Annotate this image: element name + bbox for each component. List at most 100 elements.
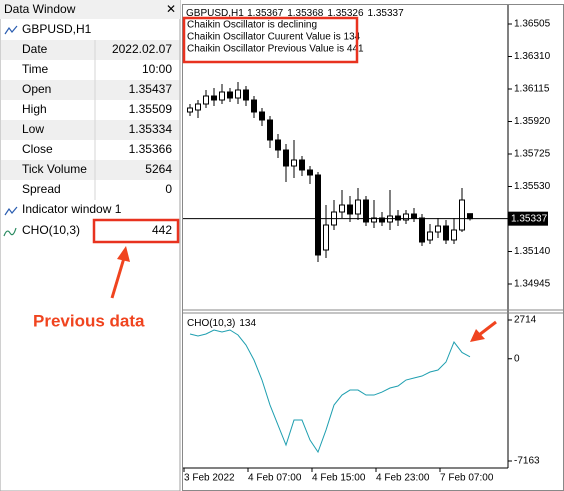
- x-tick-label: 7 Feb 07:00: [440, 473, 494, 484]
- indicator-window-row: Indicator window 1: [4, 202, 122, 216]
- candle-body: [411, 213, 417, 219]
- comment-line: Chaikin Oscillator Previous Value is 441: [187, 44, 364, 55]
- header-part: 1.35368: [287, 8, 324, 19]
- candle-body: [275, 139, 281, 151]
- row-value: 1.35509: [129, 102, 173, 116]
- candle-body: [443, 225, 449, 241]
- candle-body: [451, 229, 457, 241]
- pane-header: CHO(10,3) 134: [187, 318, 256, 329]
- y-tick-label: 2714: [514, 315, 537, 326]
- row-background: [1, 100, 179, 120]
- row-value: 10:00: [142, 62, 172, 76]
- header-part: 1.35337: [368, 8, 405, 19]
- y-tick-label: 1.36310: [514, 51, 551, 62]
- x-tick-label: 4 Feb 07:00: [248, 473, 302, 484]
- indicator-window-label: Indicator window 1: [22, 202, 122, 216]
- indicator-value: 442: [152, 223, 172, 237]
- header-part: GBPUSD,H1: [186, 8, 244, 19]
- arrow-shaft: [478, 320, 497, 337]
- y-tick-label: 1.36505: [514, 19, 551, 30]
- row-background: [1, 120, 179, 140]
- y-tick-label: 1.35725: [514, 149, 551, 160]
- row-value: 2022.02.07: [112, 42, 172, 56]
- y-tick-label: 1.35530: [514, 181, 551, 192]
- annotation-arrow: [110, 246, 130, 299]
- row-background: [1, 160, 179, 180]
- symbol-label: GBPUSD,H1: [22, 22, 92, 36]
- price-marker: [508, 211, 548, 226]
- arrow-head: [470, 329, 485, 342]
- y-tick-label: 1.36115: [514, 84, 550, 95]
- symbol-row: GBPUSD,H1: [4, 22, 92, 36]
- candle-body: [323, 224, 329, 251]
- oscillator-line: [189, 329, 471, 454]
- arrow-head: [117, 246, 130, 262]
- row-background: [1, 60, 179, 80]
- candle-body: [219, 91, 225, 101]
- candle-body: [467, 213, 473, 220]
- y-tick-label: -7163: [514, 456, 540, 467]
- candle-body: [291, 159, 297, 167]
- indicator-window-icon: [4, 206, 18, 216]
- candle-body: [267, 119, 273, 141]
- row-value: 1.35334: [129, 122, 173, 136]
- highlight-box: [92, 218, 180, 244]
- row-value: 1.35366: [129, 142, 173, 156]
- candle-body: [315, 174, 321, 256]
- row-label: Open: [22, 82, 51, 96]
- row-background: [1, 140, 179, 160]
- indicator-name: CHO(10,3): [22, 223, 80, 237]
- candle-body: [203, 95, 209, 105]
- row-value: 1.35437: [129, 82, 173, 96]
- indicator-icon: [3, 227, 17, 237]
- row-label: Low: [22, 122, 44, 136]
- row-label: Tick Volume: [22, 162, 87, 176]
- candle-body: [307, 169, 313, 176]
- candle-body: [355, 199, 361, 215]
- candle-body: [379, 217, 385, 223]
- candle-body: [363, 199, 369, 223]
- candle-body: [259, 111, 265, 121]
- candle-body: [187, 107, 193, 113]
- y-tick-label: 0: [514, 353, 520, 364]
- header-part: 1.35367: [247, 8, 284, 19]
- annotation: Previous data: [33, 311, 145, 330]
- candle-body: [251, 99, 257, 113]
- row-background: [1, 80, 179, 100]
- candle-body: [195, 103, 201, 111]
- candle-body: [211, 95, 217, 101]
- candle-body: [243, 89, 249, 101]
- charts: GBPUSD,H1 1.35367 1.35368 1.35326 1.35337 Cha…: [183, 8, 551, 484]
- symbol-icon: [4, 25, 18, 35]
- close-button[interactable]: ✕: [166, 2, 176, 16]
- candle-body: [227, 91, 233, 99]
- row-label: Date: [22, 42, 48, 56]
- price-marker-label: 1.35337: [511, 213, 548, 224]
- candle-body: [459, 199, 465, 231]
- candle-body: [403, 213, 409, 221]
- candle-body: [435, 225, 441, 233]
- pane-arrow: [470, 320, 497, 342]
- candle-body: [339, 204, 345, 213]
- y-tick-label: 1.34945: [514, 279, 551, 290]
- candle-body: [419, 217, 425, 243]
- row-label: Time: [22, 62, 49, 76]
- comment-highlight-box: [182, 16, 359, 64]
- data-window-titlebar: [0, 0, 180, 19]
- data-rows: Date 2022.02.07 Time 10:00 Open 1.35437 High 1.…: [1, 40, 179, 200]
- x-tick-label: 4 Feb 23:00: [376, 473, 430, 484]
- indicator-row: CHO(10,3) 442: [3, 218, 180, 244]
- comment-line: Chaikin Oscillator is declining: [187, 20, 317, 31]
- candle-body: [395, 215, 401, 221]
- row-label: Spread: [22, 182, 61, 196]
- arrow-shaft: [110, 257, 126, 299]
- candle-body: [427, 231, 433, 241]
- header-part: 134: [239, 318, 256, 329]
- row-value: 5264: [145, 162, 172, 176]
- row-value: 0: [165, 182, 172, 196]
- row-background: [1, 40, 179, 60]
- candle-body: [347, 204, 353, 215]
- candle-body: [299, 159, 305, 171]
- y-tick-label: 1.35920: [514, 116, 551, 127]
